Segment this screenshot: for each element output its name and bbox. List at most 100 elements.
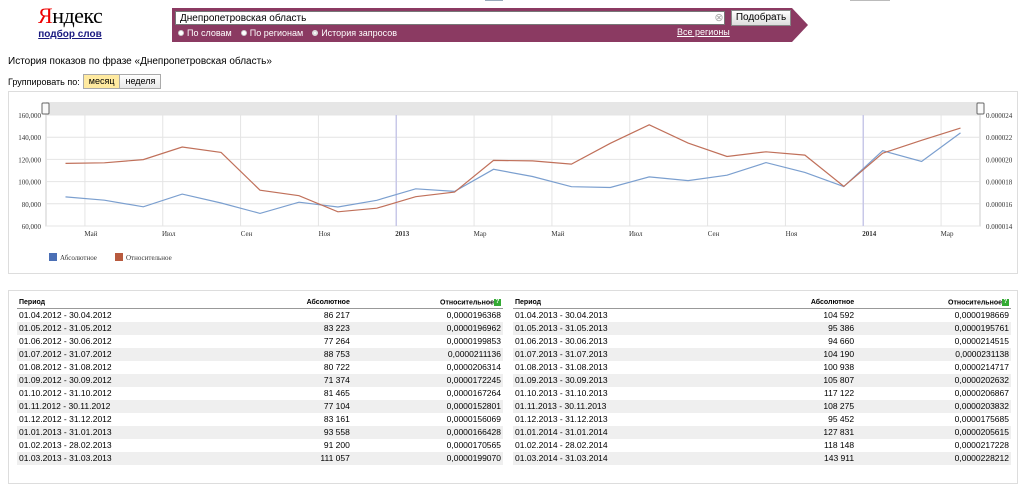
x-tick-label: Сен xyxy=(241,230,253,238)
top-link-mark xyxy=(850,0,890,1)
cell-period: 01.09.2013 - 30.09.2013 xyxy=(513,374,744,387)
plot-area xyxy=(45,114,981,227)
y-right-tick-label: 0.000016 xyxy=(986,201,1013,209)
table-row: 01.06.2013 - 30.06.2013 94 660 0,000021451… xyxy=(513,335,1011,348)
legend-label: Относительное xyxy=(126,254,172,262)
group-by-label: Группировать по: xyxy=(8,76,80,87)
y-right-tick-label: 0.000018 xyxy=(986,179,1013,187)
group-month-button[interactable]: месяц xyxy=(83,75,120,88)
search-input[interactable]: Днепропетровская область xyxy=(175,11,725,25)
table-row: 01.08.2012 - 31.08.2012 80 722 0,000020631… xyxy=(17,361,503,374)
cell-absolute: 108 275 xyxy=(743,400,857,413)
cell-period: 01.01.2013 - 31.01.2013 xyxy=(17,426,242,439)
logo-text: Яндекс xyxy=(38,3,103,28)
cell-absolute: 86 217 xyxy=(323,310,350,320)
cell-relative: 0,0000195761 xyxy=(856,322,1011,335)
group-by-row: Группировать по: месяц неделя xyxy=(8,74,162,89)
table-row: 01.05.2013 - 31.05.2013 95 386 0,000019576… xyxy=(513,322,1011,335)
cell-absolute: 105 807 xyxy=(743,374,857,387)
table-row: 01.09.2013 - 30.09.2013 105 807 0,00002026… xyxy=(513,374,1011,387)
cell-absolute: 91 200 xyxy=(323,440,350,450)
cell-period: 01.02.2014 - 28.02.2014 xyxy=(515,440,608,450)
yandex-logo[interactable]: Яндекс подбор слов xyxy=(38,3,103,42)
col-relative[interactable]: Относительное? xyxy=(856,297,1011,309)
cell-absolute: 127 831 xyxy=(743,426,857,439)
cell-absolute: 118 148 xyxy=(824,440,855,450)
cell-period: 01.06.2012 - 30.06.2012 xyxy=(19,336,112,346)
y-left-tick-label: 60,000 xyxy=(22,223,42,231)
cell-period: 01.05.2012 - 31.05.2012 xyxy=(17,322,242,335)
col-period[interactable]: Период xyxy=(17,297,242,309)
chart-range-bar xyxy=(46,102,980,115)
table-row: 01.03.2014 - 31.03.2014 143 911 0,00002282… xyxy=(513,452,1011,465)
chart-panel: 160,000 0.000024 140,000 0.000022 120,000 0.0… xyxy=(8,91,1018,274)
submit-button[interactable]: Подобрать xyxy=(731,10,791,26)
cell-relative: 0,0000172245 xyxy=(351,374,503,387)
cell-relative: 0,0000199853 xyxy=(446,336,501,346)
table-row: 01.04.2013 - 30.04.2013 104 592 0,00001986… xyxy=(513,309,1011,323)
x-tick-label: Июл xyxy=(629,230,643,238)
data-table-panel: Период Абсолютное Относительное? 01.04.2… xyxy=(8,290,1018,484)
table-row: 01.08.2013 - 31.08.2013 100 938 0,00002147… xyxy=(513,361,1011,374)
logo-subtitle-link[interactable]: подбор слов xyxy=(38,29,102,40)
cell-period: 01.09.2012 - 30.09.2012 xyxy=(17,374,242,387)
cell-relative: 0,0000214515 xyxy=(954,336,1009,346)
cell-period: 01.03.2013 - 31.03.2013 xyxy=(17,452,242,465)
cell-relative: 0,0000228212 xyxy=(856,452,1011,465)
clear-icon[interactable]: ⊗ xyxy=(714,12,724,24)
x-tick-label: Июл xyxy=(162,230,176,238)
cell-absolute: 104 190 xyxy=(743,348,857,361)
cell-relative: 0,0000167264 xyxy=(446,388,501,398)
radio-selected-icon[interactable] xyxy=(312,30,319,36)
legend-swatch xyxy=(115,253,123,261)
range-handle-left[interactable] xyxy=(41,102,50,115)
cell-period: 01.12.2012 - 31.12.2012 xyxy=(19,414,112,424)
table-row: 01.02.2013 - 28.02.2013 91 200 0,000017056… xyxy=(17,439,503,452)
mode-history[interactable]: История запросов xyxy=(312,27,397,39)
col-absolute[interactable]: Абсолютное xyxy=(743,297,857,309)
cell-relative: 0,0000205615 xyxy=(856,426,1011,439)
all-regions-link[interactable]: Все регионы xyxy=(677,27,730,37)
help-icon[interactable]: ? xyxy=(1002,298,1009,306)
cell-period: 01.03.2014 - 31.03.2014 xyxy=(513,452,744,465)
cell-absolute: 100 938 xyxy=(823,362,855,372)
cell-relative: 0,0000152801 xyxy=(351,400,503,413)
col-relative[interactable]: Относительное? xyxy=(351,297,503,309)
cell-period: 01.05.2013 - 31.05.2013 xyxy=(513,322,744,335)
cell-period: 01.10.2013 - 31.10.2013 xyxy=(515,388,608,398)
x-tick-label: Мар xyxy=(941,230,954,238)
cell-relative: 0,0000196962 xyxy=(351,322,503,335)
table-row: 01.01.2013 - 31.01.2013 93 558 0,000016642… xyxy=(17,426,503,439)
radio-icon[interactable] xyxy=(178,30,184,36)
y-left-tick-label: 160,000 xyxy=(18,112,41,120)
cell-absolute: 83 223 xyxy=(241,322,352,335)
x-tick-label: 2014 xyxy=(862,230,877,238)
cell-period: 01.11.2012 - 30.11.2012 xyxy=(17,400,242,413)
y-right-tick-label: 0.000022 xyxy=(986,134,1013,142)
y-right-tick-label: 0.000024 xyxy=(986,112,1013,120)
radio-icon[interactable] xyxy=(240,30,247,36)
series-line-absolute xyxy=(65,132,961,215)
x-tick-label: Май xyxy=(551,230,564,238)
y-left-tick-label: 80,000 xyxy=(22,201,42,209)
col-absolute[interactable]: Абсолютное xyxy=(241,297,352,309)
table-row: 01.07.2013 - 31.07.2013 104 190 0,00002311… xyxy=(513,348,1011,361)
table-row: 01.12.2012 - 31.12.2012 83 161 0,000015606… xyxy=(17,413,503,426)
col-period[interactable]: Период xyxy=(513,297,744,309)
mode-by-regions[interactable]: По регионам xyxy=(240,27,303,39)
range-handle-right[interactable] xyxy=(976,102,985,115)
group-week-button[interactable]: неделя xyxy=(119,75,161,88)
y-right-tick-label: 0.000020 xyxy=(986,156,1013,164)
help-icon[interactable]: ? xyxy=(494,298,501,306)
cell-absolute: 93 558 xyxy=(241,426,352,439)
mode-by-words[interactable]: По словам xyxy=(178,27,232,39)
cell-period: 01.10.2012 - 31.10.2012 xyxy=(19,388,112,398)
group-by-toggle: месяц неделя xyxy=(82,74,162,89)
cell-absolute: 95 452 xyxy=(828,414,855,424)
history-table-right: Период Абсолютное Относительное? 01.04.2… xyxy=(513,297,1011,465)
cell-absolute: 77 104 xyxy=(241,400,352,413)
cell-relative: 0,0000170565 xyxy=(446,440,501,450)
cell-period: 01.12.2013 - 31.12.2013 xyxy=(515,414,608,424)
x-tick-label: 2013 xyxy=(395,230,410,238)
cell-relative: 0,0000156069 xyxy=(446,414,501,424)
